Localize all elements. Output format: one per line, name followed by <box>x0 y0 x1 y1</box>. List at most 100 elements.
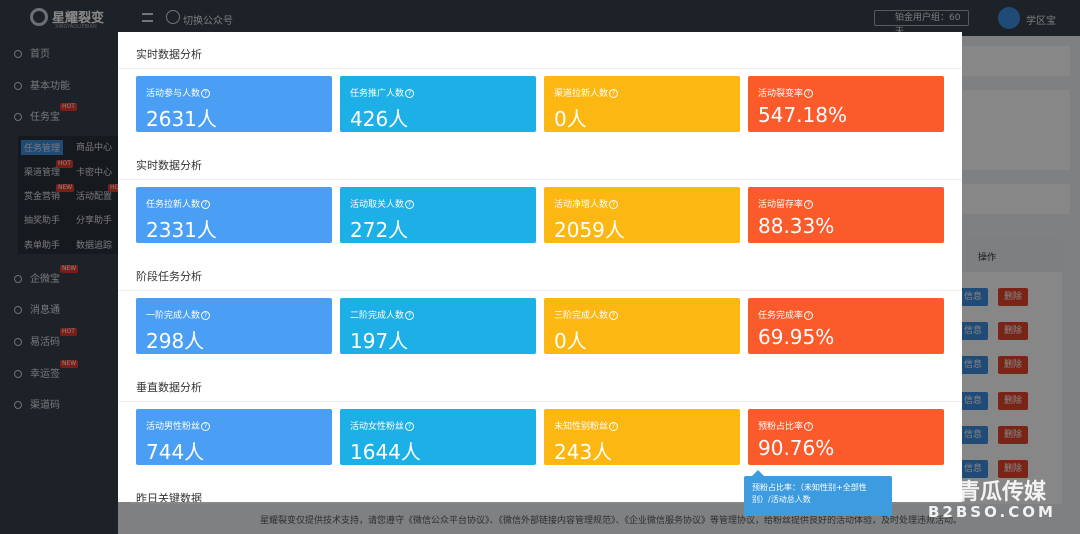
menu-item[interactable]: 幸运签 <box>14 365 60 380</box>
submenu-item[interactable]: 商品中心 <box>76 143 113 153</box>
help-icon[interactable]: ? <box>804 311 814 320</box>
info-button[interactable]: 信息 <box>958 356 988 374</box>
menu-label: 任务宝 <box>30 112 60 123</box>
stat-card[interactable]: 活动留存率? 88.33% <box>748 187 944 243</box>
menu-icon <box>14 82 22 90</box>
stat-card[interactable]: 活动取关人数? 272人 <box>340 187 536 243</box>
stat-label-text: 活动留存率 <box>758 200 804 210</box>
stat-card[interactable]: 活动男性粉丝? 744人 <box>136 409 332 465</box>
help-icon[interactable]: ? <box>201 89 211 98</box>
delete-button[interactable]: 删除 <box>998 426 1028 444</box>
help-icon[interactable]: ? <box>609 422 619 431</box>
info-button[interactable]: 信息 <box>958 288 988 306</box>
submenu-item[interactable]: 数据追踪 <box>76 241 113 251</box>
stat-label: 活动取关人数? <box>350 197 415 210</box>
delete-button[interactable]: 删除 <box>998 460 1028 478</box>
help-icon[interactable]: ? <box>804 89 814 98</box>
menu-item[interactable]: 渠道码 <box>14 396 60 411</box>
stat-label-text: 二阶完成人数 <box>350 311 405 321</box>
delete-button[interactable]: 删除 <box>998 288 1028 306</box>
menu-badge: HOT <box>56 160 73 168</box>
help-icon[interactable]: ? <box>405 422 415 431</box>
menu-item[interactable]: 基本功能 <box>14 77 70 92</box>
stat-card[interactable]: 未知性别粉丝? 243人 <box>544 409 740 465</box>
stat-label-text: 活动裂变率 <box>758 89 804 99</box>
info-button[interactable]: 信息 <box>958 426 988 444</box>
help-icon[interactable]: ? <box>405 89 415 98</box>
stat-value: 90.76% <box>758 436 835 460</box>
stat-label: 活动裂变率? <box>758 86 814 99</box>
stat-card[interactable]: 活动净增人数? 2059人 <box>544 187 740 243</box>
submenu-item[interactable]: 抽奖助手 <box>24 216 61 226</box>
stat-card[interactable]: 任务推广人数? 426人 <box>340 76 536 132</box>
menu-badge: NEW <box>60 360 79 368</box>
menu-item[interactable]: 企微宝 <box>14 270 60 285</box>
help-icon[interactable]: ? <box>201 422 211 431</box>
help-icon[interactable]: ? <box>804 422 814 431</box>
menu-item[interactable]: 任务宝 <box>14 108 60 123</box>
divider <box>118 401 962 402</box>
help-icon[interactable]: ? <box>609 311 619 320</box>
info-button[interactable]: 信息 <box>958 392 988 410</box>
column-header: 操作 <box>978 253 997 263</box>
menu-item[interactable]: 首页 <box>14 45 50 60</box>
stat-card[interactable]: 三阶完成人数? 0人 <box>544 298 740 354</box>
stat-value: 2331人 <box>146 218 217 242</box>
help-icon[interactable]: ? <box>201 200 211 209</box>
menu-item[interactable]: 易活码 <box>14 333 60 348</box>
delete-button[interactable]: 删除 <box>998 322 1028 340</box>
stat-label-text: 一阶完成人数 <box>146 311 201 321</box>
menu-icon <box>14 338 22 346</box>
help-icon[interactable]: ? <box>201 311 211 320</box>
submenu-item[interactable]: 赏金营销 <box>24 192 61 202</box>
submenu-item[interactable]: 表单助手 <box>24 241 61 251</box>
switch-account[interactable]: 切换公众号 <box>183 16 233 27</box>
stat-card[interactable]: 渠道拉新人数? 0人 <box>544 76 740 132</box>
help-icon[interactable]: ? <box>609 89 619 98</box>
topbar: 切换公众号 铂金用户组：60天 学区宝 <box>118 0 1080 37</box>
help-icon[interactable]: ? <box>405 200 415 209</box>
stat-card[interactable]: 活动女性粉丝? 1644人 <box>340 409 536 465</box>
delete-button[interactable]: 删除 <box>998 392 1028 410</box>
stat-value: 88.33% <box>758 214 835 238</box>
stat-value: 298人 <box>146 329 205 353</box>
stat-label-text: 任务推广人数 <box>350 89 405 99</box>
stat-label: 任务推广人数? <box>350 86 415 99</box>
help-icon[interactable]: ? <box>405 311 415 320</box>
help-icon[interactable]: ? <box>804 200 814 209</box>
menu-icon <box>14 113 22 121</box>
submenu-item[interactable]: 卡密中心 <box>76 168 113 178</box>
menu-item[interactable]: 消息通 <box>14 301 60 316</box>
stat-card[interactable]: 活动裂变率? 547.18% <box>748 76 944 132</box>
stat-label-text: 渠道拉新人数 <box>554 89 609 99</box>
stat-label: 活动参与人数? <box>146 86 211 99</box>
stat-label: 活动女性粉丝? <box>350 419 415 432</box>
menu-label: 渠道码 <box>30 400 60 411</box>
menu-label: 易活码 <box>30 337 60 348</box>
submenu-item[interactable]: 任务管理 <box>21 140 64 155</box>
stat-label-text: 未知性别粉丝 <box>554 422 609 432</box>
username[interactable]: 学区宝 <box>1026 16 1056 27</box>
stat-card[interactable]: 任务完成率? 69.95% <box>748 298 944 354</box>
stat-card[interactable]: 任务拉新人数? 2331人 <box>136 187 332 243</box>
info-button[interactable]: 信息 <box>958 322 988 340</box>
submenu-item[interactable]: 活动配置 <box>76 192 113 202</box>
stat-card[interactable]: 一阶完成人数? 298人 <box>136 298 332 354</box>
stat-value: 69.95% <box>758 325 835 349</box>
stat-card[interactable]: 二阶完成人数? 197人 <box>340 298 536 354</box>
logo-icon <box>30 8 48 26</box>
stat-label: 未知性别粉丝? <box>554 419 619 432</box>
stat-card[interactable]: 活动参与人数? 2631人 <box>136 76 332 132</box>
logo: 星耀裂变 <box>52 11 105 26</box>
menu-icon <box>14 306 22 314</box>
submenu-item[interactable]: 渠道管理 <box>24 168 61 178</box>
delete-button[interactable]: 删除 <box>998 356 1028 374</box>
help-icon[interactable]: ? <box>609 200 619 209</box>
menu-toggle[interactable] <box>142 13 153 22</box>
info-button[interactable]: 信息 <box>958 460 988 478</box>
menu-icon <box>14 50 22 58</box>
submenu-item[interactable]: 分享助手 <box>76 216 113 226</box>
modal: 实时数据分析 活动参与人数? 2631人 任务推广人数? 426人 渠道拉新人数? 0人 活动… <box>118 32 962 502</box>
stat-card[interactable]: 预粉占比率? 90.76% <box>748 409 944 465</box>
